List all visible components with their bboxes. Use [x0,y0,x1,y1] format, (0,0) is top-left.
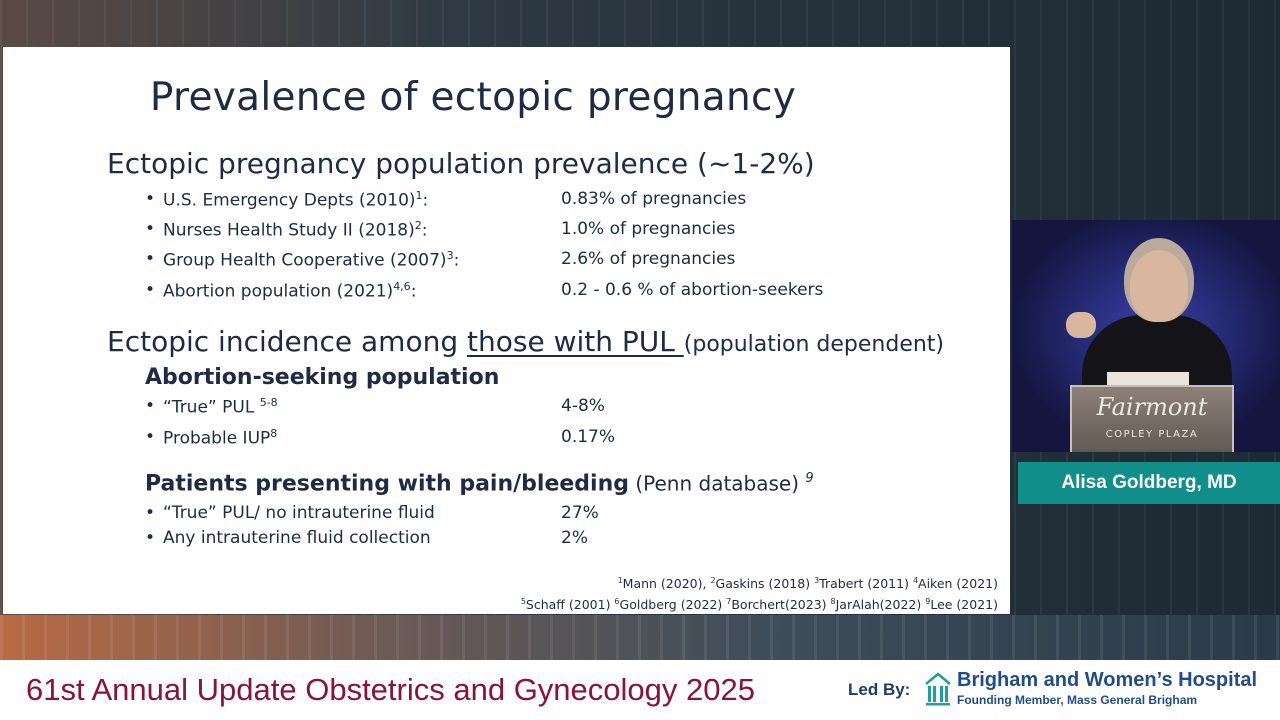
list-item: • Nurses Health Study II (2018)2: 1.0% o… [145,219,1005,245]
bullet: • [145,396,156,416]
row-label: “True” PUL 5-8 [163,396,278,418]
row-label: “True” PUL/ no intrauterine fluid [163,503,435,523]
row-label: Abortion population (2021)4,6: [163,280,417,302]
stage-floor [0,615,1280,660]
row-label: U.S. Emergency Depts (2010)1: [163,189,429,211]
subheading-abortion-seeking: Abortion-seeking population [145,365,500,390]
references: 1Mann (2020), 2Gaskins (2018) 3Trabert (… [521,572,998,614]
footer-bar: 61st Annual Update Obstetrics and Gyneco… [0,660,1280,720]
row-value: 2% [561,528,588,548]
speaker-name-banner: Alisa Goldberg, MD [1018,462,1280,504]
podium-subtitle: COPLEY PLAZA [1105,429,1199,440]
row-value: 0.83% of pregnancies [561,189,747,209]
event-title: 61st Annual Update Obstetrics and Gyneco… [26,672,755,707]
speaker-hand [1066,312,1096,338]
hospital-subtitle: Founding Member, Mass General Brigham [957,693,1198,707]
row-value: 1.0% of pregnancies [561,219,736,239]
list-item: • Abortion population (2021)4,6: 0.2 - 0… [145,280,1005,306]
row-value: 27% [561,503,599,523]
row-value: 0.17% [561,427,616,447]
bullet: • [145,189,156,209]
bullet: • [145,503,156,523]
row-label: Any intrauterine fluid collection [163,528,431,548]
list-item: • “True” PUL 5-8 4-8% [145,396,1005,422]
section-heading-incidence: Ectopic incidence among those with PUL (… [107,325,945,358]
bullet: • [145,249,156,269]
hospital-logo-icon [925,672,951,706]
bullet: • [145,427,156,447]
bullet: • [145,528,156,548]
row-label: Nurses Health Study II (2018)2: [163,219,428,241]
bullet: • [145,280,156,300]
list-item: • U.S. Emergency Depts (2010)1: 0.83% of… [145,189,1005,215]
presentation-slide: Prevalence of ectopic pregnancy Ectopic … [3,47,1010,614]
references-line-2: 5Schaff (2001) 6Goldberg (2022) 7Borcher… [520,597,998,613]
row-value: 4-8% [561,396,605,416]
row-label: Probable IUP8 [163,427,278,449]
slide-title: Prevalence of ectopic pregnancy [149,75,797,120]
podium-logo: Fairmont [1096,393,1208,421]
led-by-label: Led By: [848,680,911,699]
row-value: 2.6% of pregnancies [561,249,736,269]
speaker-video: Fairmont COPLEY PLAZA [1012,220,1280,452]
list-item: • “True” PUL/ no intrauterine fluid 27% [145,503,1005,529]
row-label: Group Health Cooperative (2007)3: [163,249,460,271]
section-heading-prevalence: Ectopic pregnancy population prevalence … [107,147,815,180]
hospital-name: Brigham and Women’s Hospital [957,669,1258,691]
list-item: • Probable IUP8 0.17% [145,427,1005,453]
podium: Fairmont COPLEY PLAZA [1070,385,1234,452]
list-item: • Group Health Cooperative (2007)3: 2.6%… [145,249,1005,275]
podium-top [1107,372,1189,386]
bullet: • [145,219,156,239]
subheading-pain-bleeding: Patients presenting with pain/bleeding (… [145,471,814,497]
list-item: • Any intrauterine fluid collection 2% [145,528,1005,554]
row-value: 0.2 - 0.6 % of abortion-seekers [561,280,824,300]
references-line-1: 1Mann (2020), 2Gaskins (2018) 3Trabert (… [617,576,998,592]
speaker-head [1130,250,1188,322]
